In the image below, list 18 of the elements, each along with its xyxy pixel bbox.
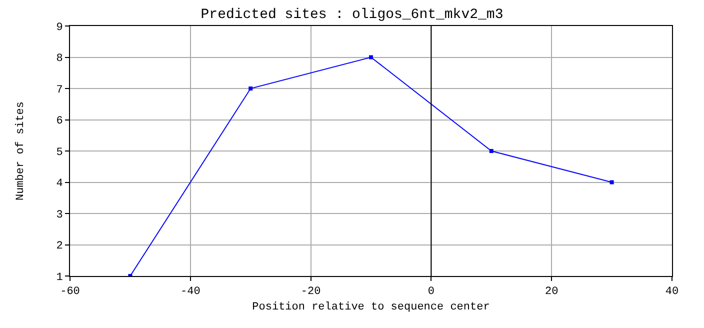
y-tick-label: 9 bbox=[56, 22, 63, 34]
x-tick-label: -20 bbox=[300, 286, 321, 298]
y-tick-label: 3 bbox=[56, 209, 63, 222]
y-tick-label: 1 bbox=[56, 272, 64, 284]
y-tick-label: 5 bbox=[56, 146, 63, 159]
chart-title: Predicted sites : oligos_6nt_mkv2_m3 bbox=[200, 7, 504, 23]
x-tick-label: 40 bbox=[665, 286, 679, 298]
x-axis-title: Position relative to sequence center bbox=[252, 301, 490, 314]
x-tick-label: 20 bbox=[545, 286, 558, 298]
y-tick-label: 4 bbox=[56, 178, 64, 190]
y-axis-title: Number of sites bbox=[14, 101, 27, 201]
x-tick-label: 0 bbox=[428, 286, 435, 298]
y-tick-label: 7 bbox=[56, 84, 63, 96]
x-tick-label: -40 bbox=[180, 286, 200, 298]
y-tick-label: 8 bbox=[56, 53, 63, 66]
y-tick-label: 2 bbox=[56, 240, 63, 253]
y-tick-label: 6 bbox=[56, 116, 63, 128]
x-tick-label: -60 bbox=[60, 286, 80, 298]
